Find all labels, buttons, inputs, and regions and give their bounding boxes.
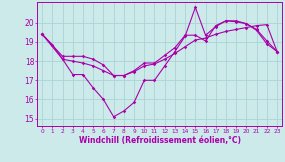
X-axis label: Windchill (Refroidissement éolien,°C): Windchill (Refroidissement éolien,°C) <box>79 136 241 145</box>
